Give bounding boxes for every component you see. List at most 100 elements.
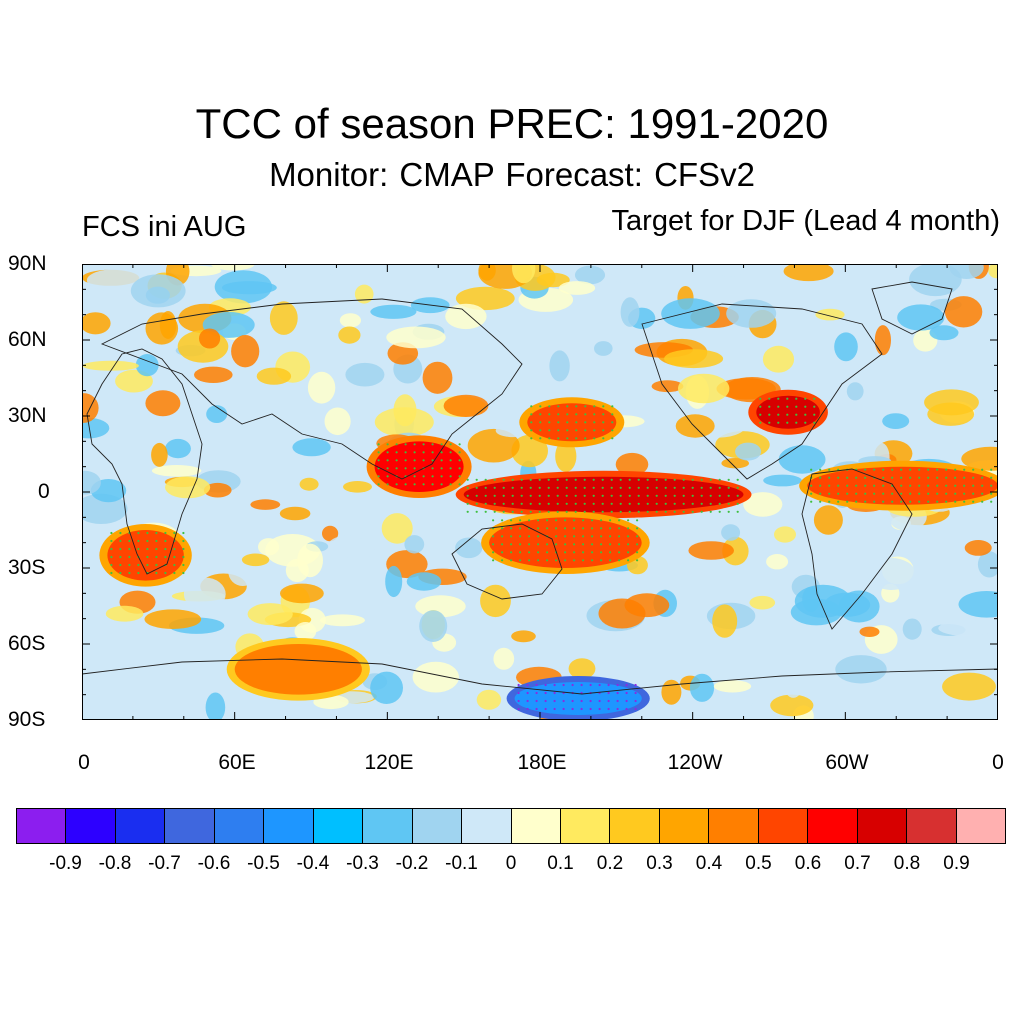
significance-dot bbox=[573, 535, 576, 538]
colorbar-box bbox=[17, 809, 67, 843]
significance-dot bbox=[440, 459, 443, 462]
significance-dot bbox=[565, 478, 568, 481]
significance-dot bbox=[431, 459, 434, 462]
tcc-patch bbox=[151, 442, 168, 467]
significance-dot bbox=[137, 571, 140, 575]
tcc-patch bbox=[231, 335, 260, 368]
tcc-patch bbox=[404, 535, 425, 554]
significance-dot bbox=[575, 429, 578, 432]
significance-dot bbox=[592, 486, 595, 489]
significance-dot bbox=[601, 478, 604, 481]
significance-dot bbox=[828, 476, 831, 479]
significance-dot bbox=[700, 510, 703, 513]
colorbar-box bbox=[560, 809, 611, 843]
significance-dot bbox=[655, 478, 658, 481]
tcc-patch bbox=[774, 526, 796, 543]
tcc-patch bbox=[766, 554, 789, 570]
significance-dot bbox=[546, 559, 549, 562]
significance-dot bbox=[484, 510, 487, 513]
significance-dot bbox=[609, 535, 612, 538]
tcc-patch bbox=[902, 618, 922, 640]
significance-dot bbox=[564, 535, 567, 538]
significance-dot bbox=[119, 547, 122, 551]
tcc-patch bbox=[802, 586, 820, 613]
colorbar-label: -0.9 bbox=[49, 853, 82, 874]
significance-dot bbox=[510, 559, 513, 562]
significance-dot bbox=[990, 492, 993, 495]
significance-dot bbox=[584, 437, 587, 440]
tcc-patch bbox=[783, 264, 834, 282]
significance-dot bbox=[557, 429, 560, 432]
significance-dot bbox=[386, 443, 389, 446]
significance-dot bbox=[864, 468, 867, 471]
significance-dot bbox=[891, 476, 894, 479]
colorbar bbox=[16, 808, 1006, 844]
significance-dot bbox=[517, 699, 520, 703]
significance-dot bbox=[727, 502, 730, 505]
significance-dot bbox=[564, 527, 567, 530]
significance-dot bbox=[557, 413, 560, 416]
significance-dot bbox=[555, 559, 558, 562]
tcc-patch bbox=[455, 537, 483, 559]
coastline-eurasia bbox=[100, 298, 523, 480]
significance-dot bbox=[600, 527, 603, 530]
significance-dot bbox=[555, 543, 558, 546]
significance-dot bbox=[846, 500, 849, 503]
significance-dot bbox=[182, 571, 185, 575]
significance-dot bbox=[466, 478, 469, 481]
significance-dot bbox=[580, 707, 583, 711]
significance-dot bbox=[530, 437, 533, 440]
significance-dot bbox=[618, 551, 621, 554]
significance-dot bbox=[664, 478, 667, 481]
significance-dot bbox=[547, 478, 550, 481]
significance-dot bbox=[566, 429, 569, 432]
significance-dot bbox=[972, 468, 975, 471]
target-label: Target for DJF (Lead 4 month) bbox=[611, 205, 1000, 237]
significance-dot bbox=[882, 484, 885, 487]
significance-dot bbox=[691, 502, 694, 505]
tcc-patch bbox=[558, 281, 596, 295]
significance-dot bbox=[673, 478, 676, 481]
significance-dot bbox=[580, 699, 583, 703]
tcc-patch bbox=[973, 370, 993, 400]
colorbar-box bbox=[313, 809, 364, 843]
significance-dot bbox=[544, 691, 547, 695]
significance-dot bbox=[813, 405, 816, 408]
significance-dot bbox=[592, 510, 595, 513]
significance-dot bbox=[593, 429, 596, 432]
colorbar-box bbox=[412, 809, 463, 843]
tcc-core-tropical-pacific-band bbox=[463, 476, 744, 513]
significance-dot bbox=[759, 397, 762, 400]
significance-dot bbox=[501, 535, 504, 538]
tcc-patch bbox=[722, 536, 749, 566]
significance-dot bbox=[128, 539, 131, 543]
significance-dot bbox=[546, 519, 549, 522]
significance-dot bbox=[673, 510, 676, 513]
significance-dot bbox=[404, 443, 407, 446]
significance-dot bbox=[804, 421, 807, 424]
significance-dot bbox=[501, 543, 504, 546]
coastline-north-america bbox=[641, 303, 883, 480]
significance-dot bbox=[655, 494, 658, 497]
significance-dot bbox=[526, 691, 529, 695]
tcc-core-antarctic-indian bbox=[234, 644, 362, 695]
significance-dot bbox=[627, 535, 630, 538]
significance-dot bbox=[501, 551, 504, 554]
significance-dot bbox=[628, 494, 631, 497]
colorbar-label: 0.6 bbox=[794, 853, 822, 874]
significance-dot bbox=[593, 437, 596, 440]
significance-dot bbox=[610, 510, 613, 513]
significance-dot bbox=[700, 494, 703, 497]
significance-dot bbox=[682, 486, 685, 489]
significance-dot bbox=[927, 484, 930, 487]
tcc-patch bbox=[297, 543, 323, 578]
significance-dot bbox=[583, 502, 586, 505]
lon-tick-label: 0 bbox=[78, 751, 90, 774]
significance-dot bbox=[611, 429, 614, 432]
significance-dot bbox=[519, 551, 522, 554]
significance-dot bbox=[611, 437, 614, 440]
significance-dot bbox=[164, 547, 167, 551]
tcc-patch bbox=[82, 360, 139, 371]
significance-dot bbox=[972, 476, 975, 479]
significance-dot bbox=[555, 519, 558, 522]
